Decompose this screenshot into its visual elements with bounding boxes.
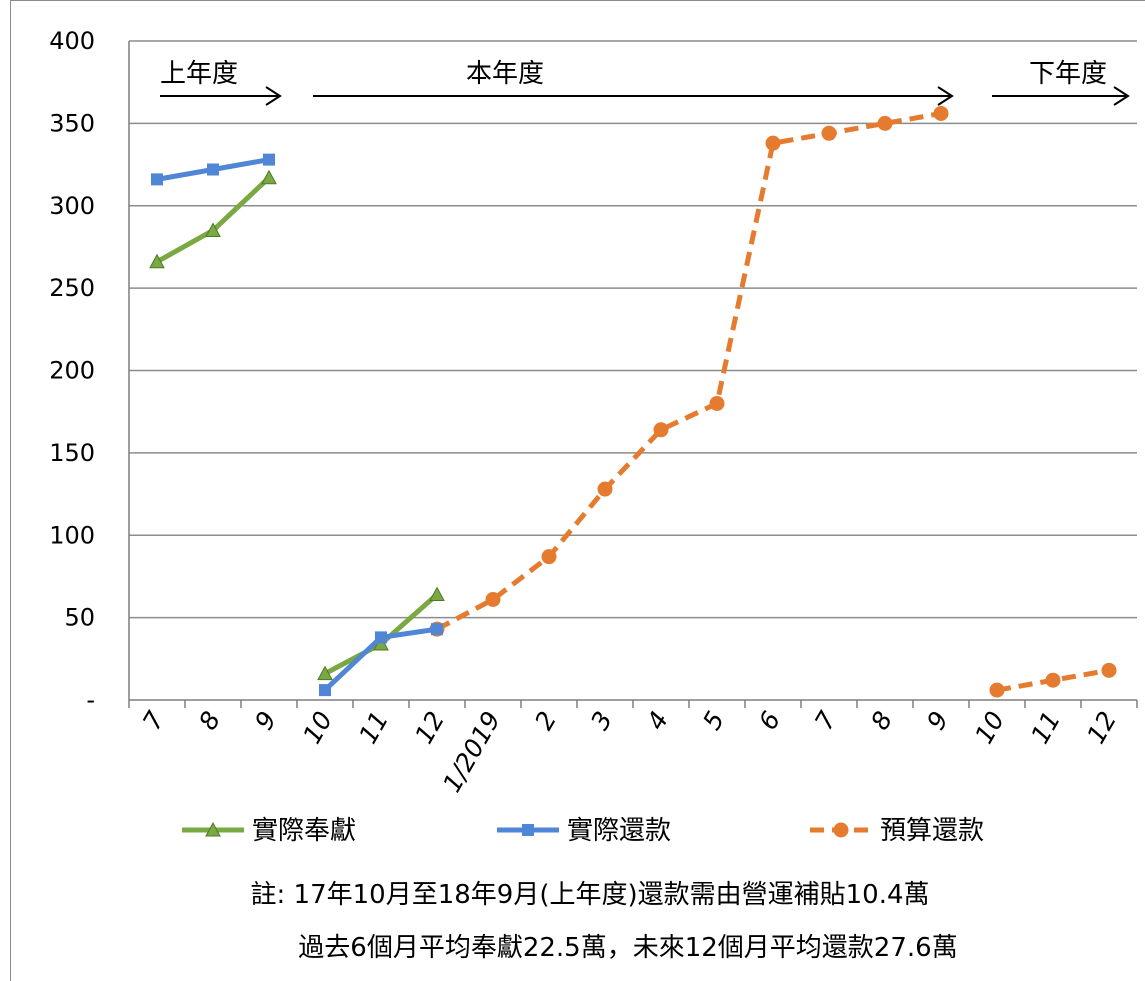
x-tick-label: 2 xyxy=(529,707,562,735)
data-point-square xyxy=(375,631,387,644)
x-tick-label: 11 xyxy=(1025,707,1066,749)
x-tick-label: 3 xyxy=(585,707,618,735)
data-point-square xyxy=(522,824,534,836)
data-point-triangle xyxy=(429,586,445,602)
y-tick-label: 300 xyxy=(49,192,95,220)
series-line xyxy=(155,175,271,264)
data-point-circle xyxy=(709,395,725,411)
x-axis-ticks: 7 8 9 10 11 121/2019 2 3 4 5 6 7 8 9 10 11 12 xyxy=(137,706,1122,797)
axes xyxy=(128,41,1138,708)
data-point-square xyxy=(263,153,275,166)
series-line xyxy=(435,111,942,632)
y-tick-label: 350 xyxy=(49,109,95,137)
x-tick-label: 8 xyxy=(865,707,898,735)
period-label: 上年度 xyxy=(160,59,238,89)
data-point-circle xyxy=(1101,662,1117,678)
series-實際奉獻 xyxy=(149,169,445,681)
legend: 實際奉獻 實際還款 預算還款 xyxy=(182,816,984,846)
y-tick-label: 250 xyxy=(49,274,95,302)
period-annotations: 上年度 本年度 下年度 xyxy=(160,59,1130,106)
data-point-triangle xyxy=(261,169,277,185)
data-point-circle xyxy=(821,125,837,141)
data-point-circle xyxy=(933,105,949,121)
x-tick-label: 6 xyxy=(753,707,786,735)
data-point-circle xyxy=(485,592,501,608)
x-tick-label: 4 xyxy=(641,707,674,735)
y-tick-label: 50 xyxy=(64,604,95,632)
x-tick-label: 7 xyxy=(137,706,170,734)
legend-label: 實際奉獻 xyxy=(252,816,356,846)
data-point-circle xyxy=(653,422,669,438)
data-point-triangle xyxy=(317,665,333,681)
y-tick-label: 400 xyxy=(49,27,95,55)
data-point-circle xyxy=(989,682,1005,698)
data-point-triangle xyxy=(205,821,221,837)
period-arrowhead xyxy=(265,86,282,106)
data-point-square xyxy=(431,623,443,636)
x-tick-label: 9 xyxy=(249,707,282,735)
x-tick-label: 5 xyxy=(697,707,730,735)
data-point-circle xyxy=(541,549,557,565)
x-tick-label: 12 xyxy=(1081,707,1122,749)
data-point-square xyxy=(151,173,163,186)
chart-frame xyxy=(10,0,1145,981)
legend-label: 預算還款 xyxy=(880,816,984,846)
y-tick-label: 100 xyxy=(49,521,95,549)
period-arrowhead xyxy=(937,86,954,106)
data-point-circle xyxy=(597,481,613,497)
series-實際還款 xyxy=(151,153,443,697)
x-tick-label: 11 xyxy=(353,707,394,749)
data-point-triangle xyxy=(205,222,221,237)
x-tick-label: 12 xyxy=(409,707,450,749)
note-line-1: 註: 17年10月至18年9月(上年度)還款需由營運補貼10.4萬 xyxy=(251,880,930,910)
data-point-circle xyxy=(1045,672,1061,688)
period-label: 下年度 xyxy=(1029,59,1107,89)
y-tick-label: 200 xyxy=(49,357,95,385)
period-arrowhead xyxy=(1113,86,1130,106)
series-預算還款 xyxy=(429,105,1117,698)
data-point-circle xyxy=(765,135,781,151)
y-tick-label: - xyxy=(86,686,95,714)
x-tick-label: 8 xyxy=(193,707,226,735)
x-tick-label: 10 xyxy=(969,707,1010,749)
gridlines xyxy=(129,40,1137,619)
x-tick-label: 7 xyxy=(809,706,842,734)
y-axis-ticks: - 50 100 150 200 250 300 350 400 xyxy=(49,27,95,714)
x-tick-label: 10 xyxy=(297,707,338,749)
data-point-square xyxy=(319,684,331,697)
x-tick-label: 9 xyxy=(921,707,954,735)
y-tick-label: 150 xyxy=(49,439,95,467)
period-label: 本年度 xyxy=(466,59,544,89)
data-point-square xyxy=(207,163,219,176)
data-point-triangle xyxy=(149,253,165,269)
legend-label: 實際還款 xyxy=(567,816,671,846)
series-group xyxy=(149,105,1117,698)
data-point-circle xyxy=(833,822,849,838)
data-point-circle xyxy=(877,115,893,131)
note-line-2: 過去6個月平均奉獻22.5萬，未來12個月平均還款27.6萬 xyxy=(298,933,957,963)
